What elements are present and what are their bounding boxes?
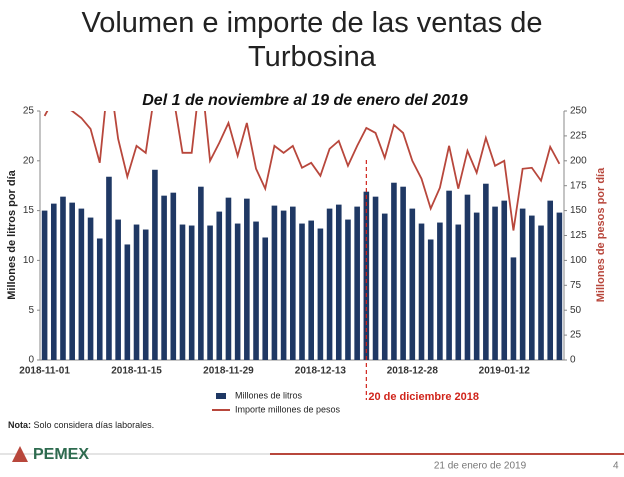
bar [381,213,388,360]
bar [188,225,195,360]
y2-tick-label: 0 [570,355,576,366]
logo-icon [12,446,28,462]
y-tick-label: 25 [23,106,35,117]
bar [547,200,554,360]
bar [78,208,85,360]
bar [253,221,259,360]
bar [409,208,416,360]
note-text: Solo considera días laborales. [33,420,155,430]
y2-tick-label: 150 [570,205,587,216]
annotation-text: 20 de diciembre 2018 [368,391,479,403]
bar [207,225,213,360]
chart-subtitle: Del 1 de noviembre al 19 de enero del 20… [142,92,468,109]
y2-tick-label: 200 [570,155,587,166]
x-tick-label: 2018-11-29 [203,366,254,377]
line [43,111,561,231]
x-tick-label: 2018-11-01 [19,366,70,377]
y2-tick-label: 125 [570,230,587,241]
bar [271,205,278,360]
bar [308,220,314,360]
y-tick-label: 0 [28,355,34,366]
bar [510,257,517,360]
bar [473,212,480,360]
bar [501,200,508,360]
bar [538,225,544,360]
y2-tick-label: 25 [570,330,582,341]
bar [225,197,232,360]
legend-label: Importe millones de pesos [235,404,341,414]
y-tick-label: 15 [23,205,35,216]
x-tick-label: 2018-12-28 [387,366,439,377]
bar [455,224,462,360]
bar [41,210,48,360]
logo-text: PEMEX [33,446,89,463]
footer-date: 21 de enero de 2019 [434,461,527,472]
bar [372,196,379,360]
y-tick-label: 20 [23,155,35,166]
bar [161,195,167,360]
bar [244,198,250,360]
bar [556,212,563,360]
bar [216,211,223,360]
chart-title: Volumen e importe de las ventas de Turbo… [81,7,543,73]
x-tick-label: 2018-12-13 [295,366,347,377]
bar [179,224,186,360]
bar [96,238,103,360]
bar [262,237,269,360]
bar [115,219,121,360]
y2-tick-label: 225 [570,131,587,142]
bar [142,229,149,360]
bar [106,176,112,360]
bar [492,206,498,360]
bar [124,244,131,360]
bar [87,217,94,360]
bar [418,223,425,360]
y2-axis-label: Millones de pesos por día [595,167,607,302]
bar [69,202,75,360]
bar [317,228,324,360]
legend-label: Millones de litros [235,390,303,400]
bar [519,208,526,360]
bar [170,192,177,360]
bar [400,186,406,360]
bar [133,224,140,360]
bar [464,194,471,360]
bar [483,183,489,360]
page-number: 4 [613,461,619,472]
bar [198,186,204,360]
bar [290,206,296,360]
y2-tick-label: 100 [570,255,587,266]
bar [60,196,66,360]
y-tick-label: 5 [28,305,34,316]
bar [345,219,351,360]
y2-tick-label: 50 [570,305,582,316]
bar [326,208,333,360]
y2-tick-label: 175 [570,180,587,191]
bar [529,215,535,360]
bar [152,169,158,360]
x-tick-label: 2019-01-12 [479,366,531,377]
line-group [43,111,561,231]
note: Nota: Solo considera días laborales. [8,420,154,430]
bar [299,223,305,360]
bar [437,222,443,360]
bar [427,239,434,360]
y-axis-label: Millones de litros por día [6,169,18,299]
x-tick-label: 2018-11-15 [111,366,162,377]
bar [446,190,452,360]
bar [280,210,287,360]
bar [354,206,360,360]
y2-tick-label: 75 [570,280,582,291]
bar [50,203,57,360]
y-tick-label: 10 [23,255,35,266]
bar [335,204,342,360]
bar [391,182,397,360]
bar [234,223,241,360]
note-label: Nota: [8,420,31,430]
y2-tick-label: 250 [570,106,587,117]
legend-swatch [216,393,226,399]
